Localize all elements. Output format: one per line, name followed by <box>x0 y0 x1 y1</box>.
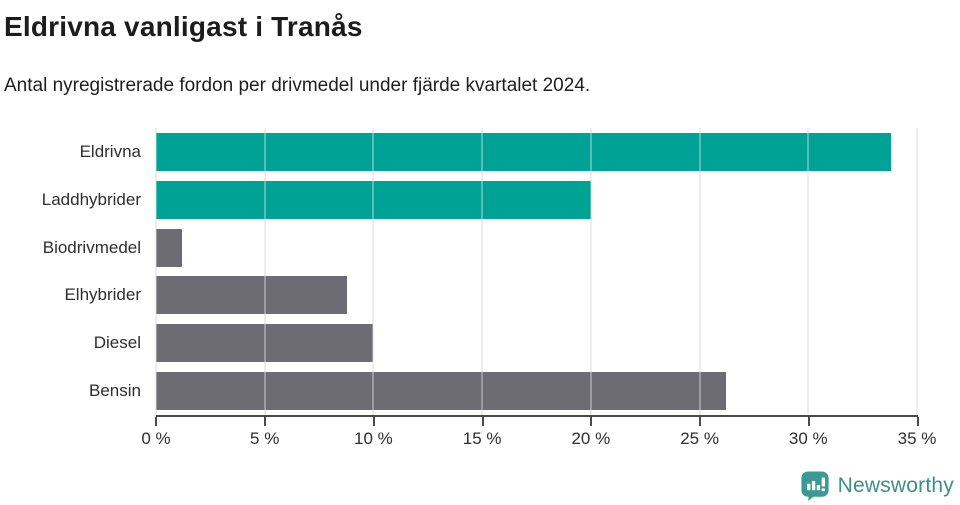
chart-title: Eldrivna vanligast i Tranås <box>4 11 363 42</box>
axis-tick <box>917 416 919 426</box>
gridline <box>698 128 701 415</box>
bar-track <box>156 319 917 367</box>
bar-row: Eldrivna <box>0 128 960 176</box>
axis-tick-label: 0 % <box>141 428 171 448</box>
axis-tick-label: 35 % <box>897 428 937 448</box>
axis-tick-label: 30 % <box>788 428 828 448</box>
gridline <box>481 128 484 415</box>
bar-row: Diesel <box>0 319 960 367</box>
bar <box>156 180 591 219</box>
category-label: Diesel <box>93 333 141 353</box>
axis-tick-label: 25 % <box>680 428 719 448</box>
axis-tick-label: 15 % <box>462 428 502 448</box>
bar-track <box>156 271 917 319</box>
category-label: Bensin <box>89 381 141 401</box>
gridline <box>263 128 266 415</box>
bar <box>156 324 374 363</box>
plot-area: Eldrivna Laddhybrider Biodrivmedel Elhybrid… <box>0 128 960 415</box>
axis-labels: 0 % 5 % 10 % 15 % 20 % 25 % 30 % 35 % <box>141 428 936 451</box>
category-label: Biodrivmedel <box>42 237 141 257</box>
bar-track <box>156 176 917 224</box>
bar-row: Laddhybrider <box>0 176 960 224</box>
axis-tick <box>155 416 157 426</box>
axis-tick <box>808 416 811 426</box>
gridline <box>916 128 918 415</box>
axis-tick-label: 10 % <box>354 428 393 448</box>
bar-row: Biodrivmedel <box>0 224 960 272</box>
axis-tick <box>263 416 266 426</box>
axis-tick <box>699 416 702 426</box>
bar-chart: Eldrivna Laddhybrider Biodrivmedel Elhybrid… <box>0 128 960 451</box>
category-label: Elhybrider <box>64 285 141 305</box>
brand-name: Newsworthy <box>837 473 954 497</box>
category-label: Laddhybrider <box>41 189 141 209</box>
gridline <box>372 128 375 415</box>
bar <box>156 228 183 267</box>
newsworthy-logo-icon <box>801 471 829 501</box>
mini-bar-chart-glyph <box>806 477 825 492</box>
axis-tick <box>372 416 375 426</box>
x-axis <box>155 414 919 426</box>
gridlines <box>155 128 918 415</box>
bar-row: Bensin <box>0 367 960 415</box>
bar-track <box>156 367 917 415</box>
bar <box>156 372 726 411</box>
bar-row: Elhybrider <box>0 271 960 319</box>
brand-link[interactable]: Newsworthy <box>800 470 954 501</box>
bar-rows: Eldrivna Laddhybrider Biodrivmedel Elhybrid… <box>0 128 960 415</box>
gridline <box>155 128 157 415</box>
gridline <box>589 128 592 415</box>
axis-tick-label: 20 % <box>571 428 611 448</box>
axis-tick-label: 5 % <box>250 428 280 448</box>
axis-tick <box>590 416 593 426</box>
gridline <box>807 128 810 415</box>
chart-subtitle: Antal nyregistrerade fordon per drivmede… <box>4 75 591 96</box>
bar-track <box>156 224 917 272</box>
category-label: Eldrivna <box>79 141 141 161</box>
bar-track <box>156 128 917 176</box>
bar <box>156 132 891 171</box>
axis-tick <box>481 416 484 426</box>
bar <box>156 276 348 315</box>
